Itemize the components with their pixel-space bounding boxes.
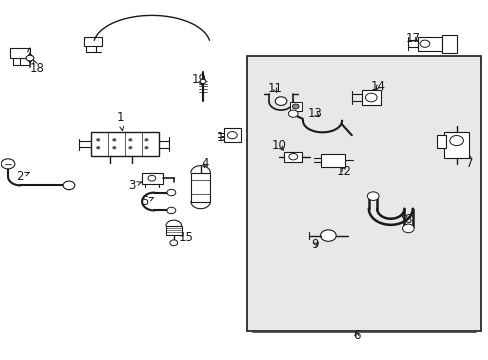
- Bar: [321, 154, 345, 167]
- Bar: [246, 56, 480, 330]
- Circle shape: [97, 147, 100, 149]
- Circle shape: [169, 240, 177, 246]
- Text: 13: 13: [307, 107, 322, 120]
- Circle shape: [97, 139, 100, 141]
- Text: 2: 2: [17, 170, 29, 183]
- Circle shape: [1, 159, 15, 169]
- Circle shape: [145, 139, 148, 141]
- Circle shape: [113, 147, 116, 149]
- Circle shape: [288, 153, 297, 160]
- Circle shape: [145, 147, 148, 149]
- Circle shape: [166, 207, 175, 214]
- Circle shape: [166, 189, 175, 196]
- Circle shape: [26, 55, 34, 61]
- Circle shape: [200, 79, 205, 84]
- Text: 4: 4: [202, 157, 209, 170]
- Text: 17: 17: [405, 32, 419, 45]
- Text: 1: 1: [116, 111, 123, 131]
- Bar: [417, 37, 441, 51]
- Circle shape: [227, 132, 237, 139]
- Circle shape: [365, 93, 376, 102]
- Text: 9: 9: [311, 238, 318, 251]
- Circle shape: [113, 139, 116, 141]
- Text: 18: 18: [30, 59, 44, 75]
- Bar: [142, 173, 162, 184]
- Circle shape: [366, 192, 378, 201]
- Bar: [436, 135, 445, 148]
- Text: 8: 8: [400, 213, 411, 226]
- Bar: [223, 128, 241, 142]
- Text: 7: 7: [465, 154, 472, 170]
- Text: 19: 19: [192, 73, 207, 86]
- Circle shape: [148, 175, 156, 181]
- Bar: [361, 90, 380, 105]
- Text: 16: 16: [216, 131, 231, 144]
- Circle shape: [275, 97, 286, 105]
- Circle shape: [129, 139, 132, 141]
- Circle shape: [320, 230, 335, 241]
- Circle shape: [419, 40, 429, 47]
- Text: 12: 12: [336, 165, 351, 177]
- Circle shape: [129, 147, 132, 149]
- Circle shape: [402, 224, 413, 233]
- Bar: [444, 132, 468, 158]
- Text: 3: 3: [128, 179, 141, 192]
- Text: 11: 11: [266, 82, 282, 95]
- Text: 5: 5: [141, 195, 153, 208]
- Bar: [284, 152, 302, 162]
- Bar: [190, 173, 210, 202]
- Bar: [10, 48, 30, 58]
- Circle shape: [288, 110, 298, 117]
- Circle shape: [292, 104, 299, 109]
- Circle shape: [449, 135, 463, 145]
- Bar: [441, 35, 456, 53]
- Text: 15: 15: [178, 231, 193, 244]
- Bar: [289, 102, 301, 111]
- Bar: [91, 132, 159, 156]
- Text: 10: 10: [272, 139, 286, 152]
- Bar: [165, 226, 181, 234]
- Bar: [83, 37, 102, 45]
- Circle shape: [63, 181, 75, 190]
- Text: 6: 6: [352, 329, 360, 342]
- Text: 14: 14: [370, 80, 386, 93]
